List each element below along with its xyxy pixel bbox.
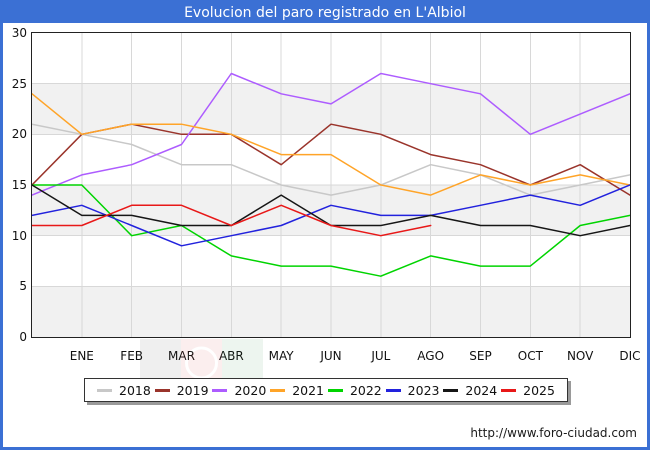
legend-swatch-icon [270,388,286,392]
x-tick-label-mar: MAR [160,349,204,363]
legend-swatch-icon [501,388,517,392]
legend-year-label: 2021 [292,382,325,398]
plot-area [31,32,631,338]
chart-title: Evolucion del paro registrado en L'Albio… [3,3,647,23]
legend-year-label: 2020 [234,382,267,398]
series-line-2023 [32,184,630,247]
x-tick-label-dic: DIC [619,349,641,363]
legend-year-label: 2019 [176,382,209,398]
x-tick-label-jun: JUN [320,349,342,363]
legend-item-2021: 2021 [270,383,324,398]
x-tick-label-jul: JUL [371,349,391,363]
legend-swatch-icon [212,388,228,392]
legend-year-label: 2018 [119,382,151,398]
x-tick-label-ago: AGO [417,349,445,363]
legend-swatch-icon [385,388,401,392]
footer-url: http://www.foro-ciudad.com [470,426,637,440]
series-line-2025 [32,204,432,237]
x-tick-label-abr: ABR [209,349,253,363]
y-tick-label: 5 [19,279,27,294]
x-tick-label-ene: ENE [69,349,94,363]
legend-item-2018: 2018 [97,383,151,398]
legend-item-2023: 2023 [385,382,440,398]
legend-item-2022: 2022 [327,382,382,398]
legend-swatch-icon [443,388,459,392]
legend-swatch-icon [97,388,112,392]
y-tick-label: 10 [11,228,27,243]
series-line-2020 [32,72,630,196]
legend: 2018 2019 2020 2021 2022 2023 2024 2025 [84,378,568,402]
line-chart [32,33,630,337]
x-tick-label-oct: OCT [517,349,543,363]
x-tick-label-feb: FEB [120,349,144,363]
legend-year-label: 2024 [465,382,498,398]
y-tick-label: 30 [11,26,27,40]
x-tick-label-sep: SEP [469,349,492,363]
series-line-2021 [32,93,630,196]
legend-swatch-icon [154,388,170,392]
legend-year-label: 2022 [349,382,382,398]
y-tick-label: 25 [11,76,27,91]
legend-item-2024: 2024 [443,383,497,398]
x-tick-label-nov: NOV [566,349,594,363]
legend-year-label: 2025 [523,382,555,398]
y-tick-label: 20 [11,127,27,142]
legend-swatch-icon [327,388,343,392]
legend-year-label: 2023 [407,382,440,398]
x-tick-label-may: MAY [268,349,294,363]
legend-item-2019: 2019 [154,382,209,398]
series-line-2022 [32,184,630,277]
legend-item-2020: 2020 [212,383,266,398]
y-tick-label: 0 [19,330,27,344]
legend-item-2025: 2025 [501,383,555,398]
y-tick-label: 15 [11,178,27,192]
